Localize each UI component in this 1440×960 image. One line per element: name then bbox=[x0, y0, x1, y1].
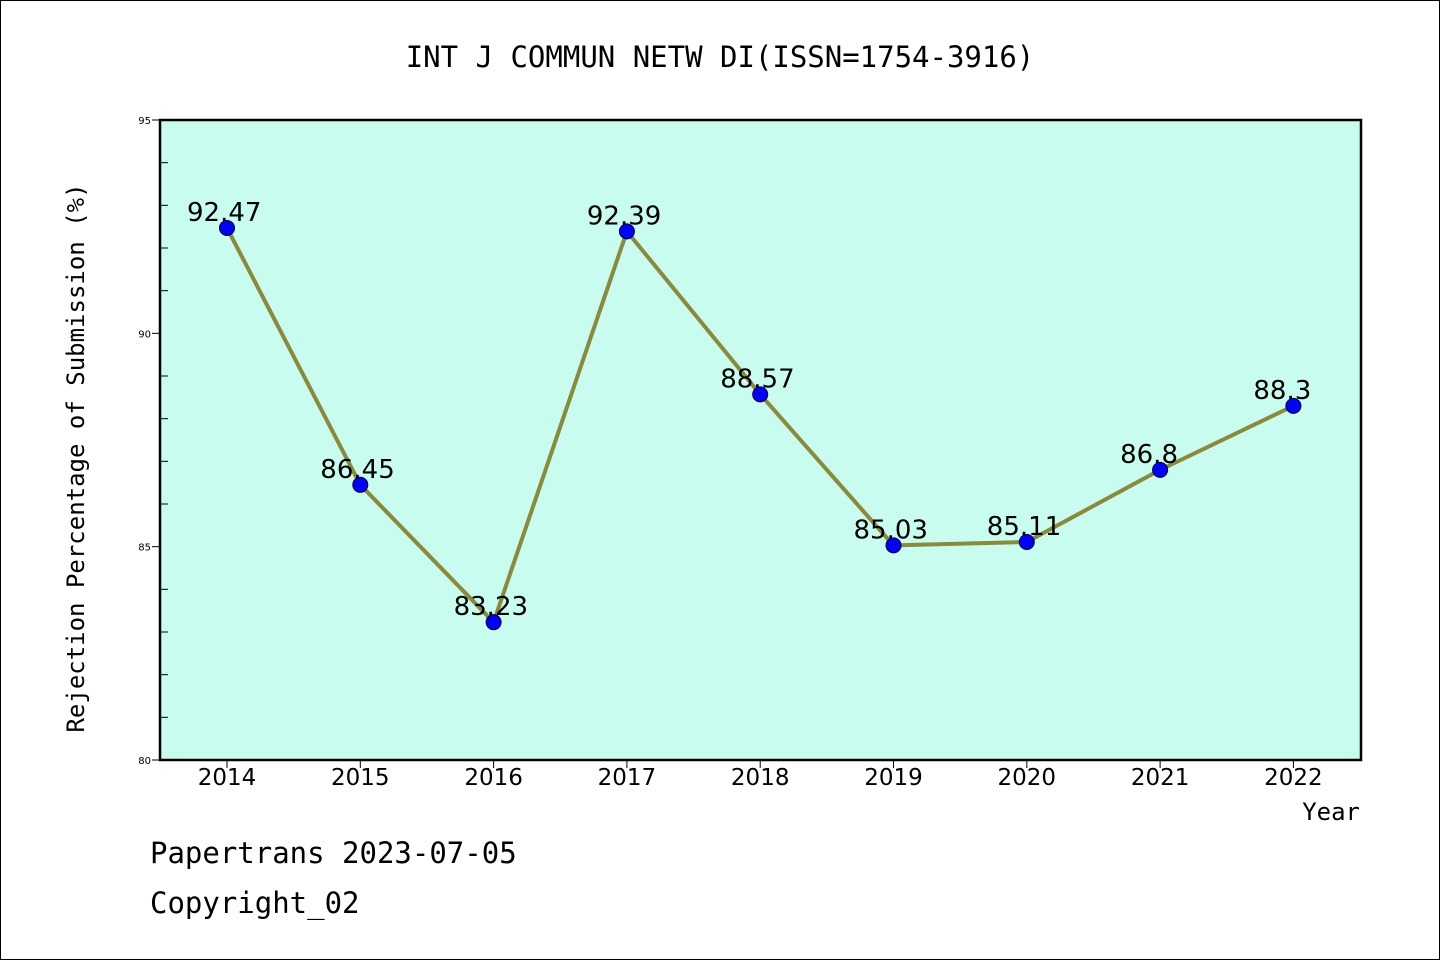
data-point bbox=[219, 219, 235, 236]
data-point bbox=[1018, 533, 1035, 550]
data-label: 92.47 bbox=[187, 198, 261, 228]
x-tick-label: 2017 bbox=[598, 765, 657, 791]
footer-source: Papertrans 2023-07-05 bbox=[150, 836, 517, 870]
x-tick-label: 2015 bbox=[331, 765, 390, 791]
data-point bbox=[1152, 461, 1169, 478]
data-label: 86.8 bbox=[1120, 440, 1178, 470]
chart-title: INT J COMMUN NETW DI(ISSN=1754-3916) bbox=[406, 40, 1035, 74]
y-tick-label: 80 bbox=[138, 756, 151, 767]
data-point bbox=[618, 223, 635, 240]
data-point bbox=[1285, 397, 1302, 414]
x-tick-label: 2016 bbox=[464, 765, 523, 791]
x-axis-ticks: 2014 2015 2016 2017 2018 2019 2020 2021 2022 bbox=[198, 760, 1323, 791]
data-label: 85.11 bbox=[987, 512, 1061, 542]
data-labels: 92.47 86.45 83.23 92.39 88.57 85.03 85.11 86.8 8… bbox=[187, 198, 1311, 622]
y-tick-label: 90 bbox=[138, 329, 151, 340]
y-axis-ticks: 80 85 90 95 bbox=[138, 116, 168, 767]
y-tick-label: 85 bbox=[138, 543, 151, 554]
data-label: 86.45 bbox=[320, 455, 394, 485]
series-layer bbox=[219, 219, 1302, 631]
data-point bbox=[752, 386, 769, 403]
plot-area bbox=[158, 118, 1363, 762]
data-label: 85.03 bbox=[854, 515, 928, 545]
x-tick-label: 2020 bbox=[998, 765, 1057, 791]
x-tick-label: 2014 bbox=[198, 765, 257, 791]
data-point bbox=[885, 537, 902, 554]
data-point bbox=[352, 476, 369, 493]
data-label: 92.39 bbox=[587, 201, 661, 231]
data-label: 83.23 bbox=[454, 592, 528, 622]
y-tick-label: 95 bbox=[138, 116, 151, 127]
x-tick-label: 2022 bbox=[1264, 765, 1323, 791]
y-axis-label: Rejection Percentage of Submission (%) bbox=[62, 183, 90, 732]
x-tick-label: 2021 bbox=[1131, 765, 1190, 791]
footer-copyright: Copyright_02 bbox=[150, 886, 360, 920]
x-tick-label: 2019 bbox=[864, 765, 923, 791]
data-label: 88.57 bbox=[720, 364, 794, 394]
x-tick-label: 2018 bbox=[731, 765, 790, 791]
data-label: 88.3 bbox=[1253, 376, 1311, 406]
x-axis-label: Year bbox=[1302, 798, 1360, 826]
data-point bbox=[485, 614, 502, 631]
